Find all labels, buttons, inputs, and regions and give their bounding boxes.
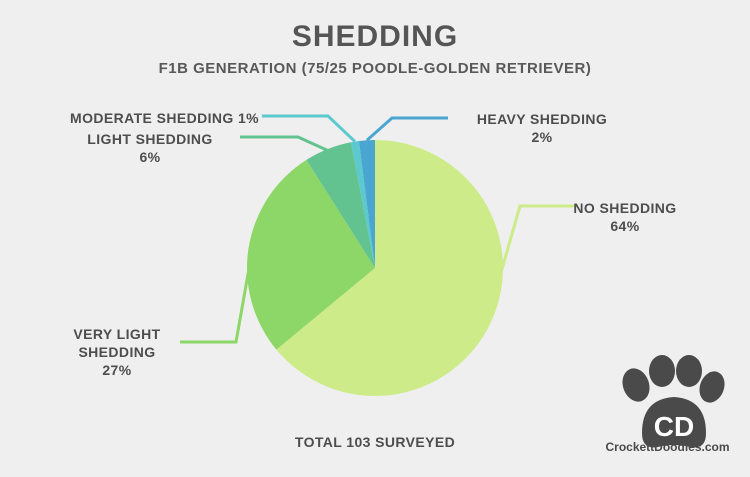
- label-no-shedding: NO SHEDDING 64%: [570, 199, 680, 235]
- label-very-light-shedding-line2: SHEDDING: [78, 344, 156, 360]
- leader-line-moderate-shedding: [262, 114, 357, 143]
- label-moderate-shedding-name: MODERATE SHEDDING 1%: [70, 110, 259, 126]
- leader-line-no-shedding: [485, 204, 578, 322]
- label-no-shedding-percent: 64%: [610, 218, 640, 234]
- total-surveyed: TOTAL 103 SURVEYED: [294, 434, 456, 450]
- chart-title: SHEDDING: [291, 20, 459, 53]
- leader-line-very-light-shedding: [180, 248, 255, 344]
- label-no-shedding-name: NO SHEDDING: [573, 200, 677, 216]
- pie-slice-light-shedding: [306, 142, 375, 268]
- pie-slice-very-light-shedding: [247, 159, 375, 350]
- leader-line-heavy-shedding: [365, 116, 448, 142]
- label-very-light-shedding: VERY LIGHT SHEDDING 27%: [42, 325, 192, 379]
- label-very-light-shedding-line1: VERY LIGHT: [73, 326, 161, 342]
- pie-slice-no-shedding: [276, 140, 503, 397]
- label-very-light-shedding-percent: 27%: [102, 362, 132, 378]
- label-heavy-shedding-name: HEAVY SHEDDING: [476, 111, 608, 127]
- label-light-shedding-percent: 6%: [139, 149, 161, 165]
- pie-slice-moderate-shedding: [351, 141, 375, 268]
- pie-slice-heavy-shedding: [358, 140, 375, 268]
- label-light-shedding: LIGHT SHEDDING 6%: [70, 130, 230, 166]
- label-light-shedding-name: LIGHT SHEDDING: [87, 131, 213, 147]
- label-heavy-shedding: HEAVY SHEDDING 2%: [452, 110, 632, 146]
- chart-subtitle: F1B GENERATION (75/25 POODLE-GOLDEN RETR…: [158, 60, 592, 77]
- label-moderate-shedding: MODERATE SHEDDING 1%: [44, 109, 259, 127]
- logo-initials: CD: [654, 411, 694, 442]
- leader-line-light-shedding: [240, 135, 330, 153]
- label-heavy-shedding-percent: 2%: [531, 129, 553, 145]
- logo-website: CrockettDoodles.com: [605, 440, 730, 454]
- paw-print-icon: CD: [622, 355, 725, 448]
